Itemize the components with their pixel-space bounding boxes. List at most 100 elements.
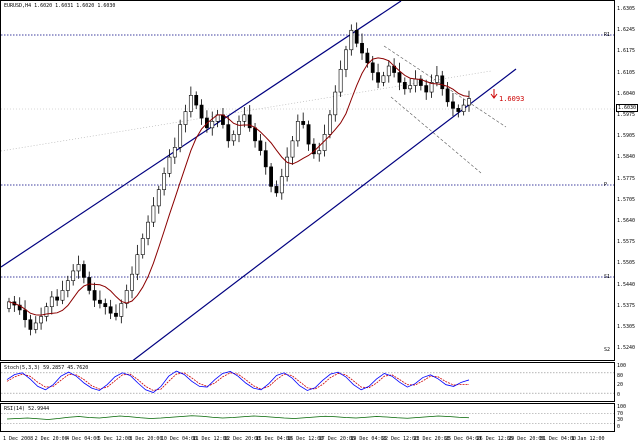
candle-body [17, 304, 22, 311]
candle-body [461, 104, 466, 112]
time-axis-tick: 15 Dec 04:00 [255, 436, 292, 442]
candle-body [103, 303, 108, 308]
price-axis-tick: 1.5440 [617, 281, 636, 288]
candle-body [354, 29, 359, 44]
candle-body [344, 49, 348, 70]
price-axis-tick: 1.5840 [617, 154, 636, 161]
price-axis: 1.6305 1.6245 1.6175 1.6105 1.6040 1.5975 1.59… [615, 0, 640, 432]
candle-body [65, 280, 70, 291]
stochastic-pane[interactable]: Stoch(5,3,3) 59.2857 45.7620 [0, 362, 615, 402]
price-axis-tick: 1.5775 [617, 175, 636, 182]
price-axis-tick: 1.6105 [617, 69, 636, 76]
price-chart-pane[interactable]: EURUSD,H4 1.6020 1.6031 1.6020 1.6030 1.… [0, 0, 615, 361]
time-axis-tick: 5 Dec 12:00 [97, 436, 131, 442]
candle-body [381, 75, 386, 83]
time-axis-tick: 31 Dec 04:00 [539, 436, 576, 442]
candle-body [221, 114, 225, 125]
candle-body [23, 309, 27, 321]
time-axis-tick: 16 Dec 12:00 [287, 436, 324, 442]
channel-upper-line [1, 1, 402, 268]
candle-body [98, 299, 102, 304]
candle-body [92, 290, 97, 301]
candle-body [188, 95, 193, 112]
price-axis-tick: 1.5640 [617, 218, 636, 224]
candle-body [167, 156, 172, 174]
candle-body [178, 124, 183, 148]
candle-body [231, 134, 236, 142]
candle-body [114, 312, 118, 317]
stochastic-axis-tick: 100 [617, 363, 627, 369]
candle-body [130, 273, 134, 291]
candle-body [451, 101, 455, 109]
rsi-canvas[interactable] [1, 404, 615, 432]
price-axis-tick: 1.6305 [617, 6, 636, 12]
candle-body [140, 238, 145, 255]
candle-body [199, 104, 204, 119]
candle-body [360, 42, 364, 54]
price-axis-tick: 1.6040 [617, 90, 636, 97]
candle-body [135, 254, 140, 275]
time-axis-tick: 25 Dec 04:00 [445, 436, 482, 442]
candle-body [295, 121, 300, 142]
price-axis-tick: 1.5375 [617, 302, 636, 309]
time-axis-tick: 1 Dec 2008 [3, 436, 34, 442]
candle-body [226, 124, 231, 142]
level-tag-s1: S1 [604, 274, 611, 280]
time-axis-tick: 8 Dec 20:00 [129, 436, 163, 442]
down-arrow-icon [490, 89, 498, 99]
candle-body [258, 140, 263, 151]
stochastic-axis-tick: 20 [617, 382, 624, 388]
price-chart-canvas[interactable] [1, 1, 615, 361]
candle-body [429, 82, 434, 93]
candle-body [311, 143, 316, 155]
candle-body [124, 290, 129, 304]
candle-body [162, 173, 167, 190]
channel-lower-line [132, 68, 517, 360]
candle-body [156, 189, 161, 207]
candle-body [253, 127, 257, 142]
stochastic-canvas[interactable] [1, 363, 615, 402]
candle-body [183, 111, 188, 125]
candle-body [247, 114, 252, 129]
candle-body [49, 296, 54, 308]
level-tag-pivot: P [604, 182, 608, 188]
candle-body [242, 114, 247, 122]
candle-body [76, 264, 81, 272]
time-axis-tick: 11 Dec 12:00 [192, 436, 229, 442]
time-axis-tick: 17 Dec 20:00 [318, 436, 355, 442]
level-tag-r1: R1 [604, 32, 611, 38]
candle-body [467, 98, 471, 106]
grey-trend-line [1, 70, 492, 152]
price-axis-tick: 1.5505 [617, 260, 636, 267]
price-callout-label: 1.6093 [499, 95, 525, 103]
candle-body [119, 303, 124, 317]
candle-body [81, 264, 86, 278]
rsi-pane[interactable]: RSI(14) 52.9944 [0, 403, 615, 432]
price-axis-tick: 1.6245 [617, 27, 636, 34]
price-axis-tick: 1.5305 [617, 324, 636, 330]
candle-body [301, 121, 306, 125]
candle-body [456, 108, 461, 112]
candle-body [435, 75, 439, 83]
price-axis-tick: 1.5975 [617, 112, 636, 118]
candle-body [7, 301, 11, 309]
candle-body [28, 319, 33, 330]
down-channel-upper [383, 45, 507, 128]
price-axis-tick: 1.5575 [617, 239, 636, 246]
stochastic-label: Stoch(5,3,3) 59.2857 45.7620 [4, 365, 89, 371]
candle-body [349, 29, 354, 51]
candle-body [413, 78, 418, 86]
candle-body [328, 114, 332, 135]
rsi-axis-tick: 70 [617, 410, 624, 417]
candle-body [306, 124, 311, 145]
rsi-line [6, 415, 470, 420]
time-axis-tick: 12 Dec 20:00 [224, 436, 261, 442]
candle-body [317, 150, 322, 155]
candle-body [60, 290, 65, 301]
candle-body [376, 72, 380, 83]
stochastic-main-line [6, 370, 470, 393]
candle-body [44, 306, 49, 317]
candle-body [210, 121, 215, 129]
rsi-axis-tick: 100 [617, 404, 627, 410]
stochastic-signal-line [6, 372, 469, 391]
